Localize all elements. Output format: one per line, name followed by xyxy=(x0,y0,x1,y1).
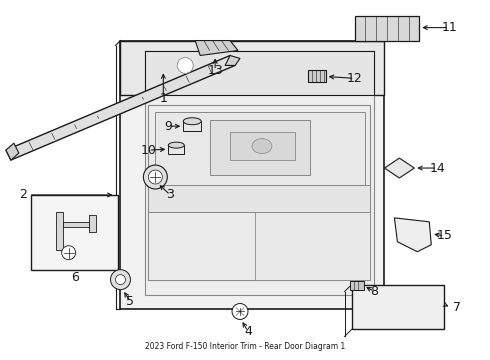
Polygon shape xyxy=(255,212,369,280)
Polygon shape xyxy=(385,158,415,178)
Text: 14: 14 xyxy=(429,162,445,175)
Text: 11: 11 xyxy=(441,21,457,34)
Text: 3: 3 xyxy=(166,188,174,202)
Text: 4: 4 xyxy=(244,325,252,338)
Circle shape xyxy=(144,165,167,189)
Polygon shape xyxy=(195,41,238,55)
Bar xyxy=(349,280,364,289)
Circle shape xyxy=(116,275,125,285)
Polygon shape xyxy=(148,185,369,212)
Polygon shape xyxy=(6,143,19,160)
Polygon shape xyxy=(56,212,63,250)
Text: 7: 7 xyxy=(453,301,461,314)
Text: 10: 10 xyxy=(141,144,156,157)
Circle shape xyxy=(177,58,193,73)
Polygon shape xyxy=(146,50,374,294)
Polygon shape xyxy=(155,112,365,185)
Text: 8: 8 xyxy=(370,285,378,298)
Polygon shape xyxy=(352,285,444,329)
Polygon shape xyxy=(225,55,240,66)
Text: 5: 5 xyxy=(126,295,134,308)
Text: 2: 2 xyxy=(19,188,27,202)
Ellipse shape xyxy=(183,118,201,125)
Circle shape xyxy=(62,246,75,260)
Polygon shape xyxy=(394,218,431,252)
Bar xyxy=(31,195,119,270)
Polygon shape xyxy=(146,50,374,95)
Polygon shape xyxy=(121,41,385,310)
Circle shape xyxy=(111,270,130,289)
Text: 2023 Ford F-150 Interior Trim - Rear Door Diagram 1: 2023 Ford F-150 Interior Trim - Rear Doo… xyxy=(145,342,345,351)
Text: 12: 12 xyxy=(347,72,363,85)
Polygon shape xyxy=(6,55,235,160)
Bar xyxy=(168,145,184,154)
Text: 15: 15 xyxy=(436,229,452,242)
Text: 13: 13 xyxy=(207,64,223,77)
Polygon shape xyxy=(148,105,369,280)
Ellipse shape xyxy=(252,139,272,154)
Polygon shape xyxy=(63,222,89,227)
Polygon shape xyxy=(230,132,295,160)
Ellipse shape xyxy=(168,142,184,148)
Circle shape xyxy=(148,170,162,184)
Text: 1: 1 xyxy=(159,92,167,105)
Text: 9: 9 xyxy=(164,120,172,133)
Text: 6: 6 xyxy=(71,271,78,284)
Polygon shape xyxy=(355,15,419,41)
Polygon shape xyxy=(148,212,369,280)
Circle shape xyxy=(232,303,248,319)
Polygon shape xyxy=(89,215,96,232)
Bar xyxy=(308,71,326,82)
Polygon shape xyxy=(210,120,310,175)
Bar xyxy=(183,121,201,131)
Polygon shape xyxy=(121,41,385,95)
